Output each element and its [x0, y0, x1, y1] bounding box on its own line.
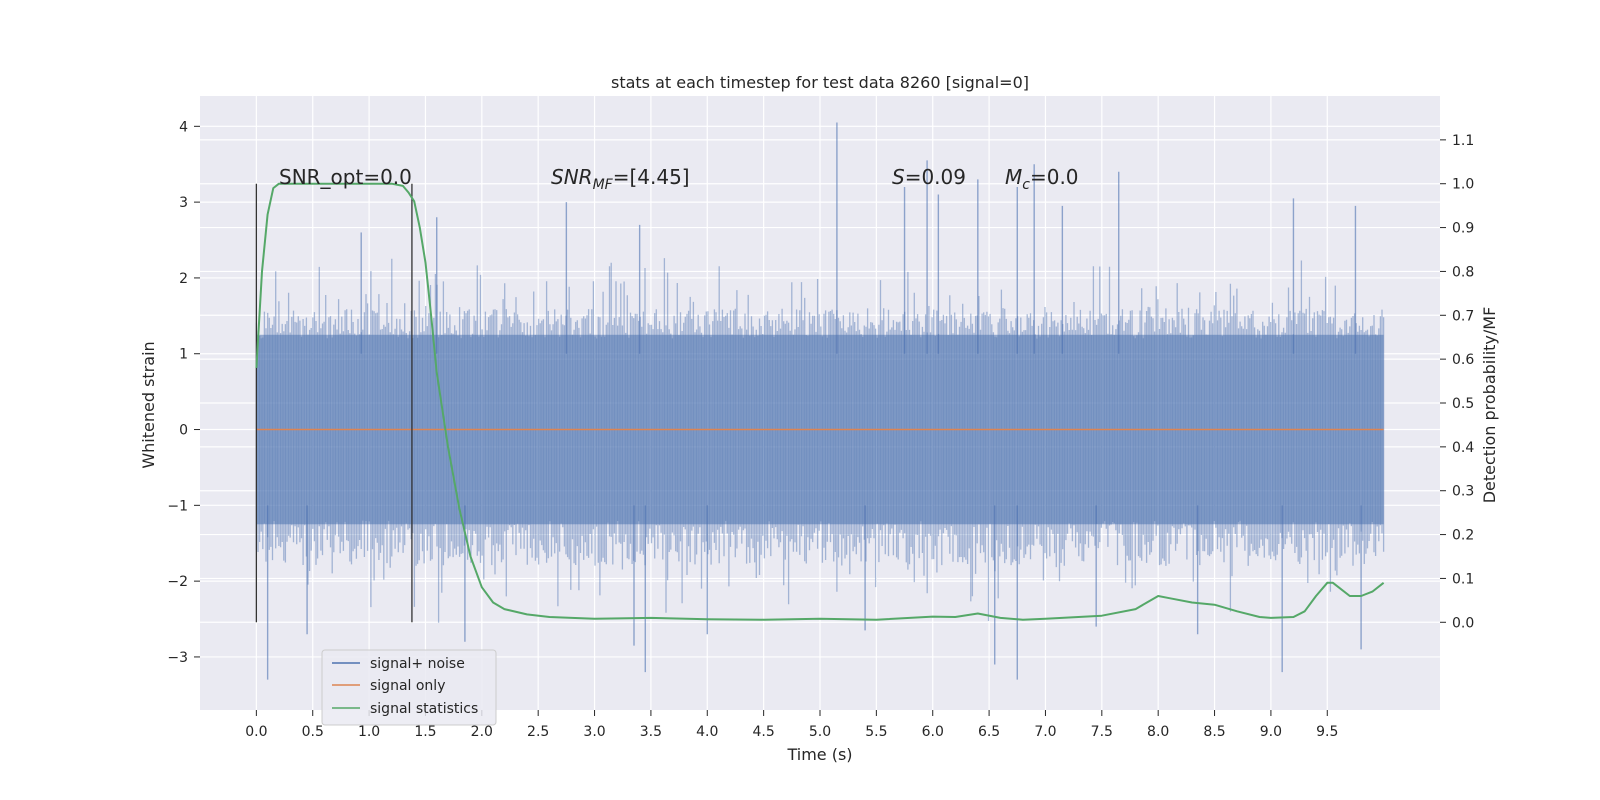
y-tick-label: −1	[167, 498, 188, 514]
y-tick-label: −3	[167, 650, 188, 666]
snr-mf-symbol: SNR	[551, 165, 593, 189]
y-tick-label: 1	[179, 347, 188, 363]
y2-tick-label: 0.2	[1452, 528, 1474, 544]
y2-tick-label: 0.8	[1452, 264, 1474, 280]
x-tick-label: 1.5	[414, 724, 436, 740]
y2-tick-label: 0.6	[1452, 352, 1474, 368]
x-tick-label: 8.5	[1203, 724, 1225, 740]
s-value: =0.09	[905, 165, 966, 189]
y-tick-label: −2	[167, 574, 188, 590]
y2-ticks: 0.0 0.1 0.2 0.3 0.4 0.5 0.6 0.7 0.8 0.9 1.0 1.1	[1440, 133, 1474, 631]
y-tick-label: 4	[179, 119, 188, 135]
y2-tick-label: 0.7	[1452, 308, 1474, 324]
y2-tick-label: 0.4	[1452, 440, 1474, 456]
snr-mf-value: =[4.45]	[613, 165, 690, 189]
x-tick-label: 2.5	[527, 724, 549, 740]
y-axis-title: Whitened strain	[139, 341, 158, 468]
y2-tick-label: 1.1	[1452, 133, 1474, 149]
y-tick-label: 0	[179, 423, 188, 439]
x-tick-label: 1.0	[358, 724, 380, 740]
x-ticks: 0.0 0.5 1.0 1.5 2.0 2.5 3.0 3.5 4.0 4.5 5.0 5.5 6.0 6…	[245, 710, 1338, 740]
y2-tick-label: 0.9	[1452, 221, 1474, 237]
x-axis-title: Time (s)	[786, 745, 852, 764]
vertical-markers	[255, 183, 413, 623]
signal-statistics-line	[255, 182, 1385, 621]
y-tick-label: 3	[179, 195, 188, 211]
x-tick-label: 2.0	[471, 724, 493, 740]
signal-statistics-series	[255, 182, 1385, 621]
mc-symbol: M	[1005, 165, 1022, 189]
x-tick-label: 7.0	[1034, 724, 1056, 740]
x-tick-label: 3.5	[640, 724, 662, 740]
y2-tick-label: 1.0	[1452, 177, 1474, 193]
y2-tick-label: 0.5	[1452, 396, 1474, 412]
mc-subscript: c	[1022, 177, 1030, 193]
annotation-mc: Mc=0.0	[1005, 165, 1079, 193]
y2-tick-label: 0.1	[1452, 571, 1474, 587]
x-tick-label: 3.0	[583, 724, 605, 740]
y-ticks: −3 −2 −1 0 1 2 3 4	[167, 119, 200, 666]
annotation-snr-opt: SNR_opt=0.0	[279, 165, 412, 189]
snr-mf-subscript: MF	[593, 177, 614, 193]
x-tick-label: 8.0	[1147, 724, 1169, 740]
x-tick-label: 4.5	[753, 724, 775, 740]
s-symbol: S	[892, 165, 905, 189]
x-tick-label: 6.0	[922, 724, 944, 740]
y2-tick-label: 0.0	[1452, 615, 1474, 631]
annotation-s: S=0.09	[892, 165, 966, 189]
annotation-snr-mf: SNRMF=[4.45]	[551, 165, 690, 193]
y2-tick-label: 0.3	[1452, 484, 1474, 500]
x-tick-label: 5.0	[809, 724, 831, 740]
x-tick-label: 6.5	[978, 724, 1000, 740]
x-tick-label: 5.5	[865, 724, 887, 740]
x-tick-label: 0.0	[245, 724, 267, 740]
x-tick-label: 0.5	[302, 724, 324, 740]
y2-axis-title: Detection probability/MF	[1480, 307, 1499, 504]
legend-label-signal-only: signal only	[370, 678, 445, 694]
legend-box	[321, 649, 497, 726]
x-tick-label: 9.5	[1316, 724, 1338, 740]
x-tick-label: 7.5	[1091, 724, 1113, 740]
x-tick-label: 4.0	[696, 724, 718, 740]
legend: signal+ noise signal only signal statist…	[321, 649, 497, 726]
x-tick-label: 9.0	[1260, 724, 1282, 740]
legend-label-signal-noise: signal+ noise	[370, 656, 465, 672]
y-tick-label: 2	[179, 271, 188, 287]
legend-label-signal-statistics: signal statistics	[370, 701, 478, 717]
mc-value: =0.0	[1030, 165, 1079, 189]
chart-title: stats at each timestep for test data 826…	[611, 73, 1029, 92]
